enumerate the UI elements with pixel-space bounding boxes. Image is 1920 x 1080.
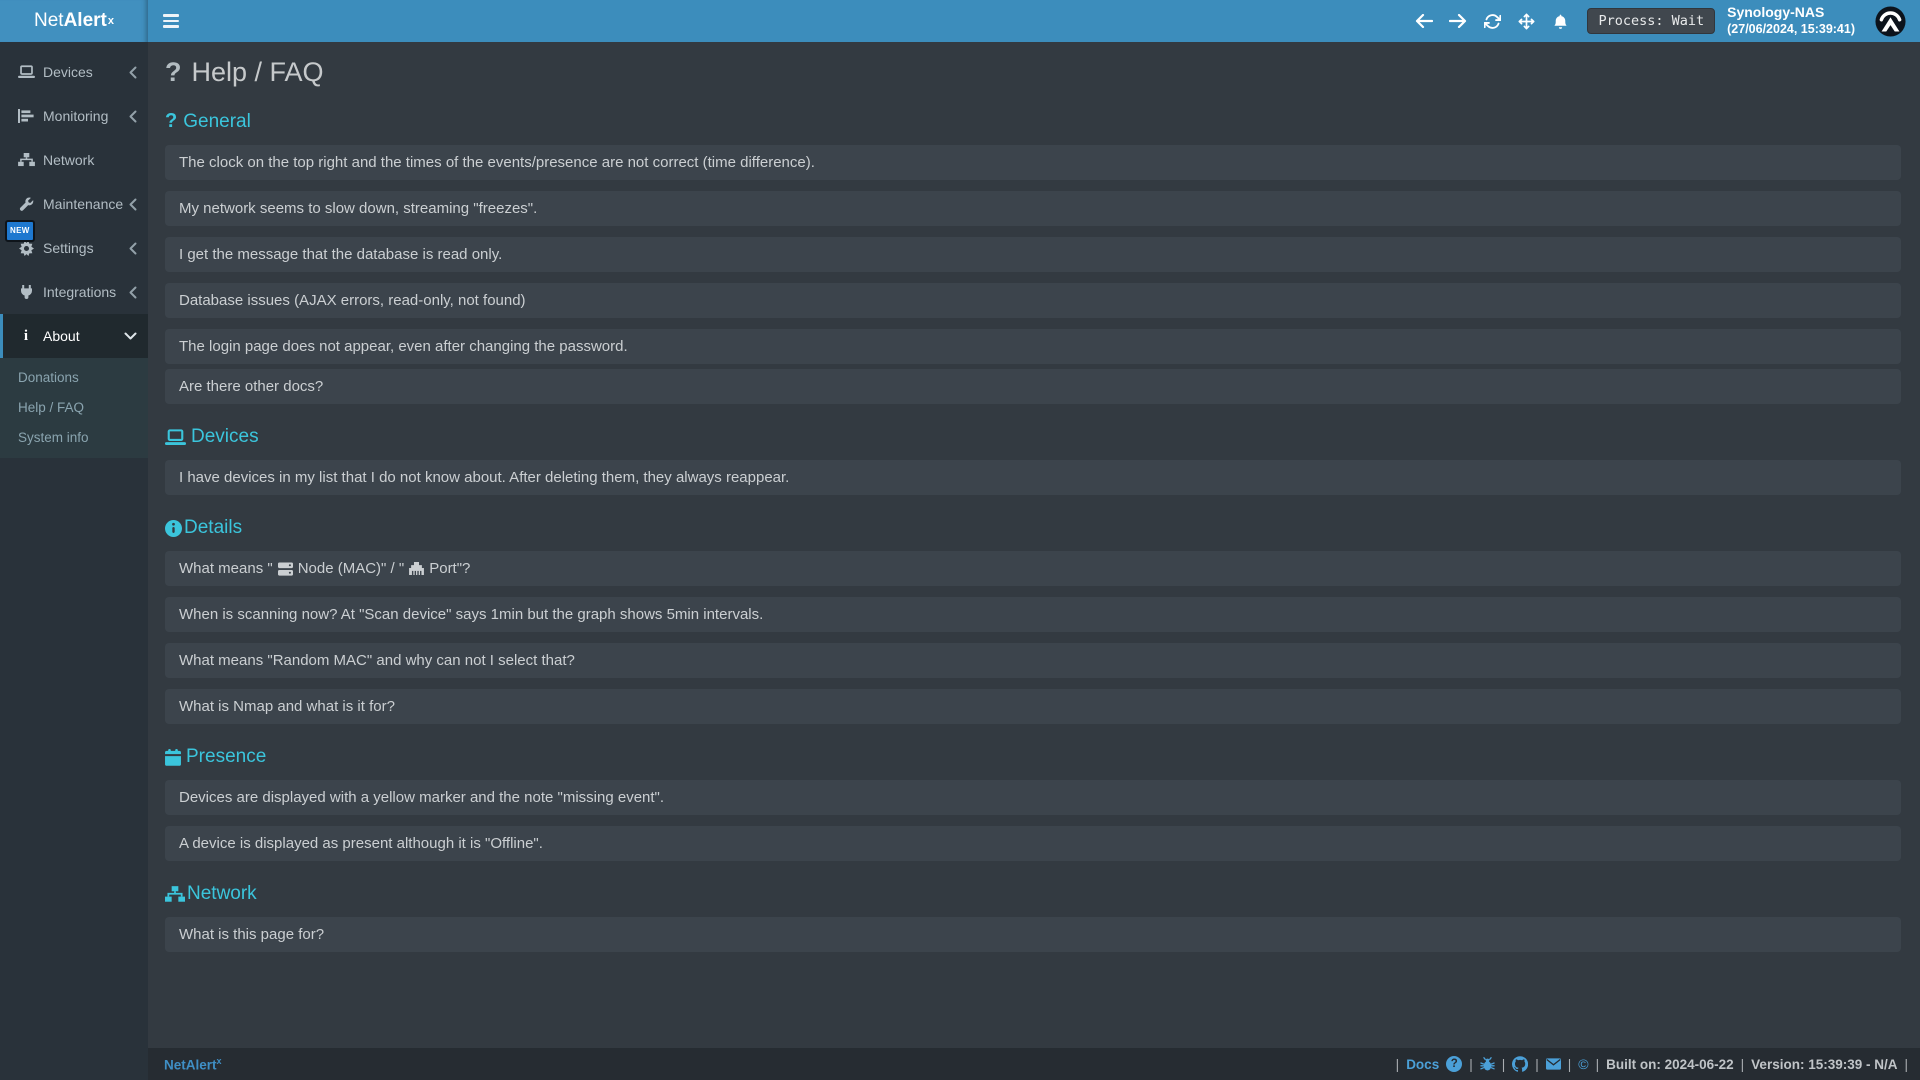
sidebar-item-label: Monitoring [43,108,109,124]
back-arrow-icon[interactable] [1407,0,1441,42]
chevron-left-icon [129,66,137,79]
sidebar-menu: Devices Monitoring Network Mainten [0,42,148,458]
faq-question[interactable]: What is Nmap and what is it for? [165,689,1901,724]
host-info: Synology-NAS (27/06/2024, 15:39:41) [1727,4,1855,37]
process-status-badge: Process: Wait [1587,8,1716,34]
faq-question[interactable]: My network seems to slow down, streaming… [165,191,1901,226]
host-time: (27/06/2024, 15:39:41) [1727,21,1855,36]
github-icon[interactable] [1512,1056,1529,1072]
docs-link[interactable]: Docs [1406,1056,1440,1072]
forward-arrow-icon[interactable] [1441,0,1475,42]
section-header-details: Details [165,517,1901,539]
main-content: ? Help / FAQ ? General The clock on the … [148,42,1920,1048]
gear-icon [16,240,36,256]
sidebar-item-settings[interactable]: Settings [0,226,148,270]
logo-sup: x [107,15,114,27]
laptop-icon [165,428,186,446]
faq-question[interactable]: A device is displayed as present althoug… [165,826,1901,861]
section-header-general: ? General [165,110,251,132]
sidebar-toggle-button[interactable] [148,0,194,42]
submenu-item-help-faq[interactable]: Help / FAQ [18,399,85,415]
section-header-presence: Presence [165,746,1901,768]
avatar[interactable] [1875,5,1906,37]
faq-question[interactable]: Devices are displayed with a yellow mark… [165,780,1901,815]
sitemap-icon [165,885,185,903]
sidebar-item-about[interactable]: i About [0,314,148,358]
question-icon: ? [165,57,182,87]
top-bar: Net Alert x Process: Wait Synology-NAS [0,0,1920,42]
move-arrows-icon[interactable] [1509,0,1543,42]
sidebar-item-label: About [43,328,80,344]
chevron-left-icon [129,198,137,211]
host-name: Synology-NAS [1727,4,1825,21]
faq-question[interactable]: When is scanning now? At "Scan device" s… [165,597,1901,632]
envelope-icon[interactable] [1545,1058,1561,1070]
footer-built: Built on: 2024-06-22 [1606,1056,1734,1072]
wrench-icon [16,196,36,212]
logo-text-prefix: Net [34,10,64,31]
refresh-icon[interactable] [1475,0,1509,42]
faq-question[interactable]: Database issues (AJAX errors, read-only,… [165,283,1901,318]
plug-icon [16,284,36,300]
sidebar-item-label: Settings [43,240,94,256]
chevron-down-icon [124,332,137,340]
sidebar-item-label: Maintenance [43,196,124,212]
section-header-devices: Devices [165,426,1901,448]
calendar-icon [165,748,181,766]
submenu-item-system-info[interactable]: System info [18,429,89,445]
footer: NetAlertx | Docs ? | | | | © | Built on:… [148,1048,1920,1080]
faq-question[interactable]: I have devices in my list that I do not … [165,460,1901,495]
ethernet-icon [409,562,425,575]
sidebar-item-network[interactable]: Network [0,138,148,182]
navbar: Process: Wait Synology-NAS (27/06/2024, … [148,0,1920,42]
faq-question[interactable]: The login page does not appear, even aft… [165,329,1901,364]
footer-info: | Docs ? | | | | © | Built on: 2024-06-2… [1395,1056,1908,1072]
sidebar-item-integrations[interactable]: Integrations [0,270,148,314]
faq-question[interactable]: What means " Node (MAC)" / " Port"? [165,551,1901,586]
chevron-left-icon [129,286,137,299]
sidebar-item-maintenance[interactable]: Maintenance [0,182,148,226]
faq-question[interactable]: What means "Random MAC" and why can not … [165,643,1901,678]
about-submenu: Donations Help / FAQ System info [0,358,148,458]
navbar-right: Process: Wait Synology-NAS (27/06/2024, … [1407,0,1920,42]
faq-question[interactable]: What is this page for? [165,917,1901,952]
sidebar-item-label: Devices [43,64,93,80]
sidebar: NEW Devices Monitoring Network [0,42,148,1080]
info-circle-icon [165,519,182,537]
faq-question[interactable]: The clock on the top right and the times… [165,145,1901,180]
page-title: ? Help / FAQ [165,57,324,87]
faq-question[interactable]: Are there other docs? [165,369,1901,404]
faq-question[interactable]: I get the message that the database is r… [165,237,1901,272]
app-logo[interactable]: Net Alert x [0,0,148,42]
sidebar-item-label: Network [43,152,95,168]
copyright-icon[interactable]: © [1578,1056,1589,1072]
chevron-left-icon [129,110,137,123]
laptop-icon [16,65,36,79]
chevron-left-icon [129,242,137,255]
footer-brand-link[interactable]: NetAlertx [164,1055,222,1073]
footer-version: Version: 15:39:39 - N/A [1751,1056,1898,1072]
submenu-item-donations[interactable]: Donations [18,369,79,385]
section-header-network: Network [165,883,1901,905]
sidebar-item-label: Integrations [43,284,117,300]
bug-icon[interactable] [1480,1056,1495,1072]
sidebar-item-devices[interactable]: Devices [0,50,148,94]
sidebar-item-monitoring[interactable]: Monitoring [0,94,148,138]
new-feature-badge: NEW [5,220,35,242]
bell-icon[interactable] [1543,0,1577,42]
server-icon [277,561,293,576]
question-circle-icon[interactable]: ? [1446,1056,1463,1072]
sitemap-icon [16,153,36,167]
info-icon: i [23,327,29,344]
chart-icon [16,109,36,123]
logo-text-bold: Alert [63,10,107,31]
question-icon: ? [165,110,178,132]
